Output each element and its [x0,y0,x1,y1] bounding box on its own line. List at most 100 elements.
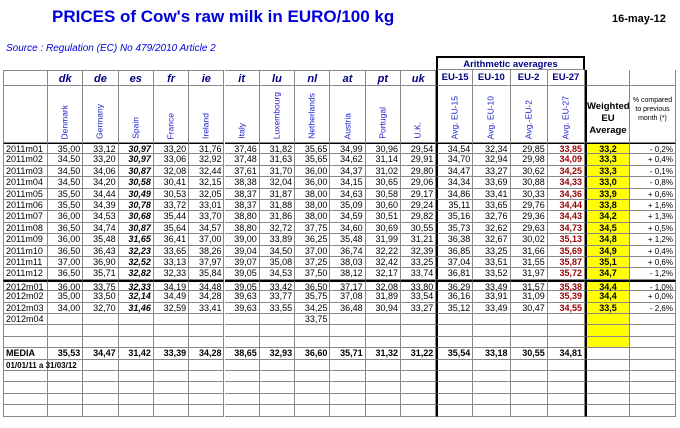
average [547,405,585,417]
value [330,371,366,383]
value: 36,74 [330,245,366,257]
value: 30,78 [118,200,154,212]
value: 38,65 [224,348,260,360]
value: 32,17 [365,268,401,280]
value: 32,04 [259,177,296,189]
average: 34,54 [436,143,474,155]
value [224,325,260,337]
change [630,348,676,360]
value [153,405,190,417]
value: 34,25 [295,302,331,314]
row-label: 2011m02 [3,154,48,166]
weighted: 34,5 [585,222,630,235]
value: 30,55 [401,222,437,235]
value [295,336,331,349]
value [401,336,437,349]
value: 38,12 [330,268,366,280]
value: 33,20 [153,143,190,155]
value: 37,75 [295,222,331,235]
average: 32,62 [473,222,511,235]
value: 31,42 [118,348,154,360]
value: 29,91 [401,154,437,166]
value [153,325,190,337]
average: 35,38 [547,279,585,292]
average: 34,36 [547,188,585,200]
value: 31,89 [365,291,401,303]
value: 37,00 [48,257,84,269]
value [118,382,154,394]
value: 34,15 [330,177,366,189]
row-label [3,382,48,394]
weighted: 33,2 [585,143,630,155]
average: 30,88 [510,177,548,189]
value: 30,87 [118,165,154,178]
average: 29,63 [510,222,548,235]
country-name-cell: Spain [118,86,154,143]
value: 33,80 [401,279,437,292]
average [436,336,474,349]
value: 33,75 [83,279,119,292]
value: 34,53 [83,211,119,223]
average: 33,65 [473,200,511,212]
change: + 0,0% [630,291,676,303]
avg-name-cell: Avg. EU-10 [473,86,511,143]
average: 30,33 [510,188,548,200]
average: 35,87 [547,257,585,269]
average: 30,55 [510,348,548,360]
value: 33,55 [259,302,296,314]
value [330,405,366,417]
value: 31,65 [118,234,154,246]
value [259,336,296,349]
value: 35,09 [330,200,366,212]
value [153,382,190,394]
row-label [3,325,48,337]
value [259,405,296,417]
average: 33,52 [473,268,511,280]
value: 35,65 [295,143,331,155]
weighted-header: Weighted EU Average [585,86,630,143]
value: 32,15 [189,177,225,189]
value: 30,94 [365,302,401,314]
row-label: 2011m04 [3,177,48,189]
value: 36,00 [48,211,84,223]
weighted: 34,4 [585,291,630,303]
value: 33,39 [153,348,190,360]
weighted: 33,3 [585,165,630,178]
average: 34,34 [436,177,474,189]
average [436,314,474,326]
average: 34,55 [547,302,585,314]
value [189,325,225,337]
value [118,359,154,371]
average: 35,13 [547,234,585,246]
value [83,314,119,326]
value [118,393,154,406]
value: 34,74 [83,222,119,235]
average [473,393,511,406]
average: 33,49 [473,279,511,292]
average [510,382,548,394]
average: 34,09 [547,154,585,166]
value [48,359,84,371]
value: 32,59 [153,302,190,314]
average [510,359,548,371]
row-label: 2011m01 [3,143,48,155]
average: 33,27 [473,165,511,178]
value [330,336,366,349]
value [48,325,84,337]
value: 37,61 [224,165,260,178]
average [436,371,474,383]
value: 33,65 [153,245,190,257]
average: 33,18 [473,348,511,360]
country-code: dk [48,70,84,86]
value [295,359,331,371]
country-name-cell: Germany [83,86,119,143]
average: 36,38 [436,234,474,246]
value: 35,50 [48,188,84,200]
value: 30,58 [365,188,401,200]
country-code: it [224,70,260,86]
value [295,382,331,394]
average: 35,11 [436,200,474,212]
row-label: 2012m02 [3,291,48,303]
value: 35,71 [83,268,119,280]
value: 34,50 [259,245,296,257]
